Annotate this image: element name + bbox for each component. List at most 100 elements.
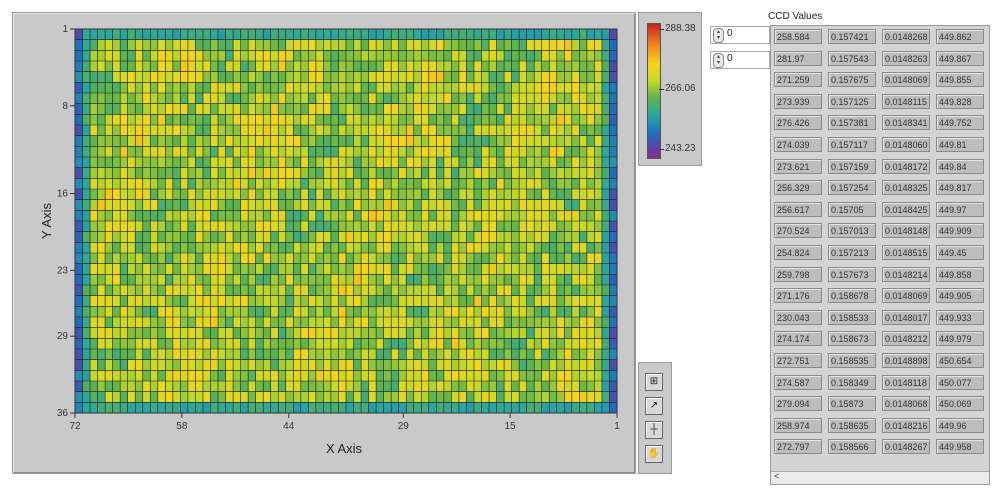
ccd-cell[interactable]: 0.0148214: [882, 266, 930, 282]
ccd-cell[interactable]: 0.15705: [828, 201, 876, 217]
ccd-cell[interactable]: 0.0148263: [882, 50, 930, 66]
intensity-graph[interactable]: 72 58 44 29 15 1 1 8 16 23 29 36 X Axis Y Axis: [12, 12, 636, 474]
array-column-index-value[interactable]: 0: [727, 53, 733, 64]
ccd-cell[interactable]: 273.939: [774, 93, 822, 109]
ccd-cell[interactable]: 276.426: [774, 115, 822, 131]
ccd-cell[interactable]: 449.909: [936, 223, 984, 239]
ccd-cell[interactable]: 0.157381: [828, 115, 876, 131]
ccd-cell[interactable]: 0.157675: [828, 72, 876, 88]
ccd-cell[interactable]: 449.862: [936, 29, 984, 44]
ccd-cell[interactable]: 0.157213: [828, 245, 876, 260]
ccd-cell[interactable]: 449.81: [936, 137, 984, 152]
ccd-cell[interactable]: 450.069: [936, 396, 984, 412]
ccd-cell[interactable]: 258.974: [774, 417, 822, 433]
array-row-index-value[interactable]: 0: [727, 28, 733, 39]
ccd-cell[interactable]: 274.174: [774, 331, 822, 347]
ccd-cell[interactable]: 0.0148341: [882, 115, 930, 131]
array-row-index[interactable]: ▴ ▾ 0: [710, 26, 770, 44]
ccd-cell[interactable]: 0.0148268: [882, 29, 930, 44]
ccd-cell[interactable]: 0.158678: [828, 288, 876, 304]
ccd-cell[interactable]: 271.176: [774, 288, 822, 304]
ccd-cell[interactable]: 259.798: [774, 266, 822, 282]
ccd-cell[interactable]: 274.587: [774, 374, 822, 390]
ccd-cell[interactable]: 270.524: [774, 223, 822, 239]
scroll-left-icon[interactable]: <: [774, 471, 780, 481]
ccd-cell[interactable]: 0.158535: [828, 353, 876, 368]
ccd-horizontal-scrollbar[interactable]: <: [771, 471, 989, 484]
ccd-cell[interactable]: 0.157673: [828, 266, 876, 282]
heatmap-cell: [233, 29, 241, 40]
ccd-cell[interactable]: 273.621: [774, 158, 822, 174]
ccd-cell[interactable]: 0.157117: [828, 137, 876, 152]
ccd-cell[interactable]: 449.867: [936, 50, 984, 66]
ccd-cell[interactable]: 0.158635: [828, 417, 876, 433]
ccd-cell[interactable]: 449.817: [936, 180, 984, 196]
ccd-cell[interactable]: 449.905: [936, 288, 984, 304]
ccd-cell[interactable]: 0.0148216: [882, 417, 930, 433]
ccd-cell[interactable]: 0.158566: [828, 439, 876, 455]
ccd-cell[interactable]: 279.094: [774, 396, 822, 412]
ccd-cell[interactable]: 449.96: [936, 417, 984, 433]
ccd-cell[interactable]: 0.0148267: [882, 439, 930, 455]
ccd-values-array[interactable]: 258.584 0.157421 0.0148268 449.862 281.97 0.1…: [770, 25, 990, 485]
heatmap-cell: [579, 39, 588, 51]
ccd-cell[interactable]: 450.077: [936, 374, 984, 390]
color-ramp-min-label[interactable]: 243.23: [665, 143, 696, 154]
ccd-cell[interactable]: 449.958: [936, 439, 984, 455]
ccd-cell[interactable]: 0.0148060: [882, 137, 930, 152]
ccd-cell[interactable]: 0.0148898: [882, 353, 930, 368]
ccd-cell[interactable]: 272.751: [774, 353, 822, 368]
ccd-cell[interactable]: 0.157125: [828, 93, 876, 109]
ccd-cell[interactable]: 0.0148069: [882, 288, 930, 304]
ccd-cell[interactable]: 449.855: [936, 72, 984, 88]
ccd-cell[interactable]: 0.0148425: [882, 201, 930, 217]
ccd-cell[interactable]: 0.0148118: [882, 374, 930, 390]
ccd-cell[interactable]: 0.15873: [828, 396, 876, 412]
ccd-cell[interactable]: 0.0148325: [882, 180, 930, 196]
ccd-cell[interactable]: 450.654: [936, 353, 984, 368]
ccd-cell[interactable]: 0.0148515: [882, 245, 930, 260]
index-spinner-icon[interactable]: ▴ ▾: [713, 28, 724, 43]
ccd-cell[interactable]: 0.0148115: [882, 93, 930, 109]
ccd-cell[interactable]: 449.97: [936, 201, 984, 217]
array-column-index[interactable]: ▴ ▾ 0: [710, 51, 770, 69]
ccd-cell[interactable]: 0.158349: [828, 374, 876, 390]
ccd-cell[interactable]: 449.84: [936, 158, 984, 174]
ccd-cell[interactable]: 0.158533: [828, 309, 876, 325]
ccd-cell[interactable]: 449.933: [936, 309, 984, 325]
color-ramp-max-label[interactable]: 288.38: [665, 23, 696, 34]
graph-palette-hand-button[interactable]: ✋: [645, 445, 663, 463]
ccd-cell[interactable]: 449.858: [936, 266, 984, 282]
ccd-cell[interactable]: 272.797: [774, 439, 822, 455]
graph-palette-pan-button[interactable]: ↗: [645, 397, 663, 415]
ccd-cell[interactable]: 0.0148069: [882, 72, 930, 88]
ccd-cell[interactable]: 256.617: [774, 201, 822, 217]
ccd-cell[interactable]: 271.259: [774, 72, 822, 88]
ccd-cell[interactable]: 0.0148172: [882, 158, 930, 174]
heatmap-cell: [75, 50, 83, 62]
ccd-cell[interactable]: 230.043: [774, 309, 822, 325]
ccd-cell[interactable]: 449.828: [936, 93, 984, 109]
graph-palette-zoom-button[interactable]: ⊞: [645, 373, 663, 391]
ccd-cell[interactable]: 0.157254: [828, 180, 876, 196]
index-spinner-icon[interactable]: ▴ ▾: [713, 53, 724, 68]
ccd-cell[interactable]: 0.157159: [828, 158, 876, 174]
ccd-cell[interactable]: 0.158673: [828, 331, 876, 347]
ccd-cell[interactable]: 0.0148212: [882, 331, 930, 347]
ccd-cell[interactable]: 0.157421: [828, 29, 876, 44]
ccd-cell[interactable]: 449.752: [936, 115, 984, 131]
heatmap-cell: [323, 242, 332, 254]
ccd-cell[interactable]: 0.0148148: [882, 223, 930, 239]
ccd-cell[interactable]: 449.45: [936, 245, 984, 260]
ccd-cell[interactable]: 258.584: [774, 29, 822, 44]
ccd-cell[interactable]: 281.97: [774, 50, 822, 66]
ccd-cell[interactable]: 254.824: [774, 245, 822, 260]
ccd-cell[interactable]: 0.0148068: [882, 396, 930, 412]
ccd-cell[interactable]: 0.157543: [828, 50, 876, 66]
ccd-cell[interactable]: 0.0148017: [882, 309, 930, 325]
ccd-cell[interactable]: 0.157013: [828, 223, 876, 239]
ccd-cell[interactable]: 256.329: [774, 180, 822, 196]
ccd-cell[interactable]: 274.039: [774, 137, 822, 152]
graph-palette-cursor-button[interactable]: ┼: [645, 421, 663, 439]
ccd-cell[interactable]: 449.979: [936, 331, 984, 347]
